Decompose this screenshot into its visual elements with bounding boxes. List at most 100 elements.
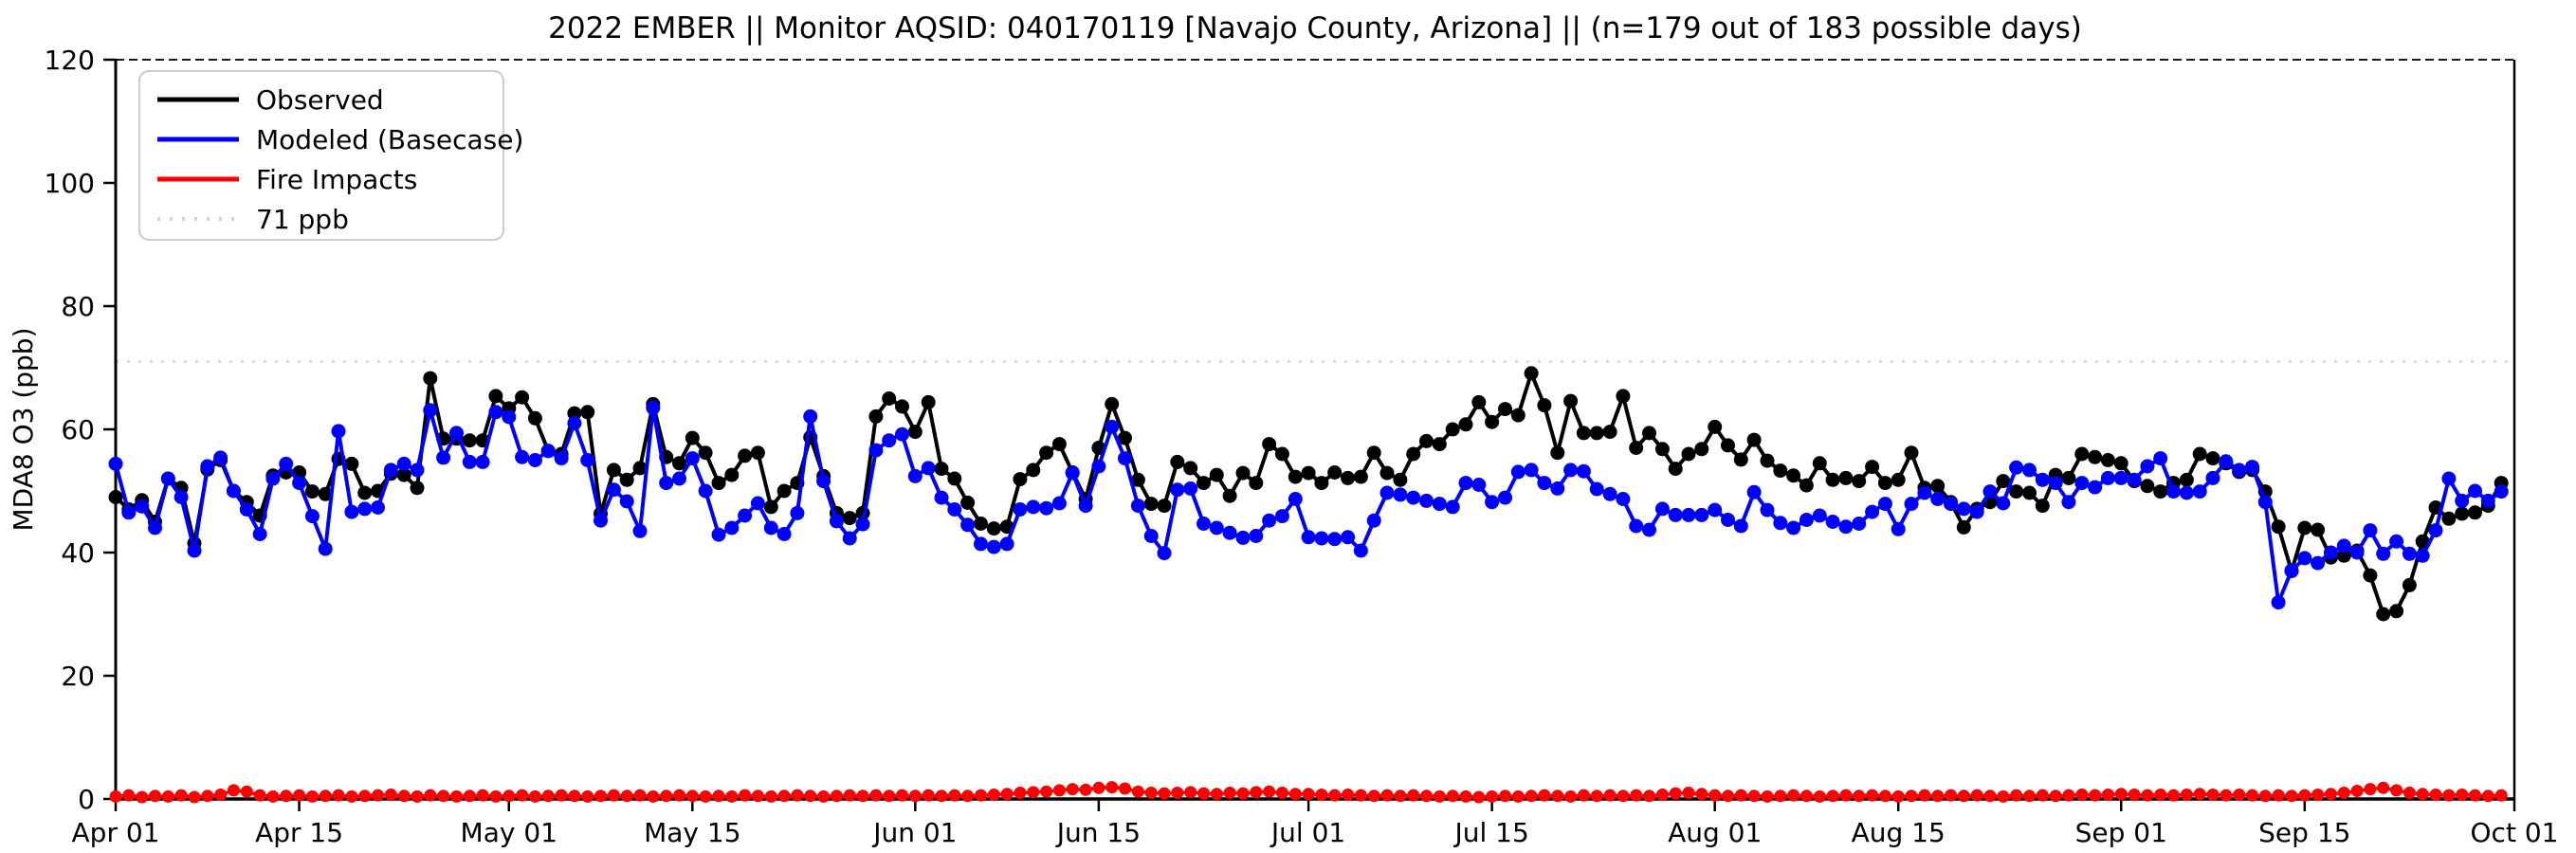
series-marker [763, 520, 778, 535]
series-marker [895, 399, 909, 414]
series-marker [1891, 472, 1906, 487]
series-marker [776, 527, 792, 541]
series-marker [1760, 502, 1775, 517]
series-marker [1563, 393, 1579, 408]
series-marker [1432, 497, 1447, 512]
series-marker [527, 410, 542, 426]
series-marker [739, 789, 752, 802]
series-marker [1839, 789, 1853, 802]
series-marker [1746, 484, 1762, 499]
series-marker [1774, 789, 1787, 803]
series-marker [136, 790, 149, 804]
series-marker [2166, 484, 2181, 499]
series-marker [1825, 472, 1840, 487]
series-marker [672, 456, 686, 471]
series-marker [1222, 488, 1237, 503]
x-tick-label: May 15 [644, 817, 740, 848]
series-marker [1157, 499, 1172, 514]
series-marker [907, 468, 923, 483]
series-marker [1445, 422, 1460, 437]
series-marker [1708, 789, 1722, 802]
series-marker [1576, 463, 1591, 479]
series-marker [1406, 446, 1421, 462]
series-marker [1629, 441, 1644, 455]
series-marker [1576, 426, 1591, 441]
series-marker [922, 789, 935, 802]
series-marker [1210, 788, 1223, 801]
series-marker [632, 523, 648, 538]
series-marker [2468, 505, 2482, 520]
series-marker [1944, 497, 1958, 512]
series-marker [449, 426, 464, 441]
series-marker [1485, 414, 1500, 429]
series-marker [934, 490, 949, 505]
series-marker [411, 789, 424, 803]
series-marker [502, 789, 516, 803]
series-marker [842, 531, 857, 546]
series-marker [2010, 789, 2023, 802]
series-marker [1498, 402, 1512, 417]
series-marker [725, 789, 739, 803]
series-marker [201, 789, 214, 803]
series-marker [974, 536, 988, 552]
series-marker [632, 461, 648, 476]
series-marker [475, 454, 490, 469]
series-marker [372, 789, 384, 802]
series-marker [332, 789, 345, 802]
series-marker [383, 463, 398, 478]
series-marker [1891, 789, 1905, 803]
series-marker [1366, 445, 1381, 461]
series-marker [646, 400, 661, 415]
series-marker [1222, 525, 1237, 540]
series-marker [2036, 789, 2049, 802]
series-marker [1157, 546, 1172, 561]
series-marker [2074, 446, 2090, 462]
series-marker [2153, 484, 2168, 499]
series-marker [2100, 453, 2115, 467]
series-marker [2494, 484, 2509, 499]
series-marker [2232, 463, 2247, 478]
series-marker [1498, 490, 1512, 505]
series-marker [2245, 460, 2259, 475]
series-marker [1105, 781, 1119, 794]
series-marker [1052, 784, 1066, 797]
series-marker [1669, 787, 1682, 800]
series-marker [2336, 548, 2351, 563]
series-marker [1249, 529, 1264, 543]
series-marker [1459, 789, 1472, 803]
series-marker [1878, 789, 1891, 803]
series-marker [1642, 426, 1656, 441]
series-marker [1170, 454, 1185, 469]
series-marker [1510, 408, 1526, 423]
series-marker [266, 789, 280, 803]
series-marker [2192, 446, 2207, 462]
series-marker [488, 389, 503, 404]
series-marker [1118, 430, 1132, 445]
series-marker [1616, 492, 1631, 506]
series-marker [1379, 485, 1395, 500]
series-marker [2022, 463, 2037, 478]
series-marker [2429, 789, 2442, 801]
series-marker [1746, 432, 1762, 447]
series-marker [1092, 781, 1105, 794]
series-marker [253, 789, 266, 802]
series-marker [2494, 789, 2508, 802]
series-marker [751, 789, 764, 803]
series-marker [1668, 462, 1683, 477]
series-marker [1564, 789, 1578, 803]
series-marker [2009, 484, 2024, 499]
series-marker [2153, 451, 2168, 466]
series-marker [1209, 467, 1224, 482]
series-marker [908, 789, 922, 803]
series-marker [724, 467, 740, 482]
series-marker [1065, 465, 1080, 481]
series-marker [279, 456, 294, 471]
series-marker [1302, 788, 1315, 801]
y-tick-label: 60 [61, 414, 95, 445]
series-marker [2297, 520, 2312, 535]
series-marker [896, 789, 908, 802]
series-marker [1853, 789, 1866, 803]
series-marker [2311, 789, 2325, 801]
series-marker [817, 789, 831, 803]
series-marker [1249, 476, 1264, 491]
